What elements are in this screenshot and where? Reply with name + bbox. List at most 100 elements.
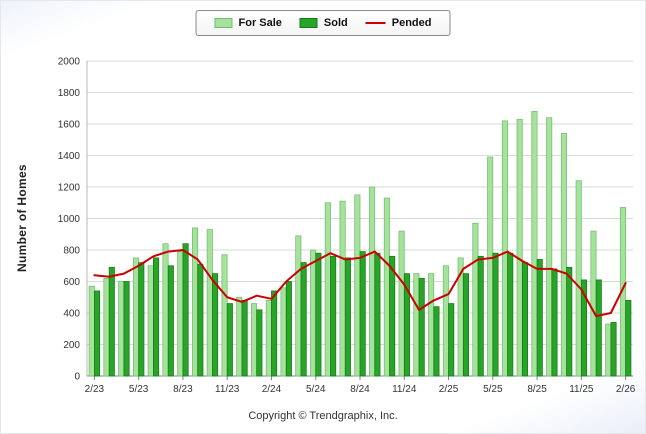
legend-label-sold: Sold <box>323 17 348 29</box>
legend-item-pended: Pended <box>365 17 432 29</box>
pended-line-swatch <box>365 22 386 24</box>
svg-text:11/23: 11/23 <box>215 384 240 395</box>
bar-sold <box>359 251 366 377</box>
bar-sold <box>389 255 396 377</box>
bar-for-sale <box>413 273 420 377</box>
bar-for-sale <box>516 118 523 377</box>
bar-for-sale <box>369 186 376 377</box>
bar-sold <box>477 255 484 377</box>
bar-for-sale <box>590 230 597 377</box>
bar-for-sale <box>487 156 494 377</box>
bar-for-sale <box>88 285 95 377</box>
legend-label-pended: Pended <box>391 17 432 29</box>
axes <box>86 61 627 380</box>
bar-for-sale <box>103 277 110 377</box>
legend-item-for-sale: For Sale <box>214 17 282 29</box>
y-tick-labels: 0 200 400 600 800 1000 1200 1400 1600 1800 2000 <box>58 57 81 383</box>
bar-sold <box>285 281 292 377</box>
bar-sold <box>123 281 130 377</box>
svg-text:800: 800 <box>63 246 80 257</box>
bar-for-sale <box>442 265 449 377</box>
bar-for-sale <box>265 300 272 377</box>
bar-sold <box>536 259 543 377</box>
bar-sold <box>197 263 204 377</box>
copyright: Copyright © Trendgraphix, Inc. <box>248 410 398 422</box>
bar-for-sale <box>177 251 184 377</box>
bar-sold <box>507 252 514 377</box>
bar-sold <box>462 273 469 377</box>
bar-sold <box>108 266 115 377</box>
bar-for-sale <box>162 243 169 377</box>
bar-for-sale <box>560 133 567 377</box>
svg-text:5/25: 5/25 <box>483 384 503 395</box>
bar-for-sale <box>339 200 346 377</box>
bar-sold <box>153 257 160 377</box>
bar-sold <box>448 303 455 377</box>
svg-text:8/25: 8/25 <box>527 384 547 395</box>
svg-text:2/26: 2/26 <box>616 384 636 395</box>
svg-text:0: 0 <box>74 372 80 383</box>
bar-sold <box>212 273 219 377</box>
bar-sold <box>418 277 425 377</box>
svg-text:8/24: 8/24 <box>350 384 370 395</box>
bar-for-sale <box>605 323 612 377</box>
legend-label-for-sale: For Sale <box>238 17 282 29</box>
bar-for-sale <box>251 303 258 377</box>
bar-sold <box>492 252 499 377</box>
bar-for-sale <box>398 230 405 377</box>
svg-text:5/23: 5/23 <box>129 384 149 395</box>
svg-text:200: 200 <box>63 340 80 351</box>
bar-sold <box>94 290 101 377</box>
bar-for-sale <box>206 229 213 377</box>
bar-sold <box>433 306 440 377</box>
bar-sold <box>610 322 617 377</box>
svg-text:1600: 1600 <box>58 120 81 131</box>
bar-for-sale <box>310 249 317 377</box>
bar-sold <box>226 303 233 377</box>
svg-text:1000: 1000 <box>58 214 81 225</box>
bar-sold <box>138 262 145 377</box>
svg-text:400: 400 <box>63 309 80 320</box>
svg-text:1200: 1200 <box>58 183 81 194</box>
bar-sold <box>241 300 248 377</box>
bar-sold <box>271 290 278 377</box>
svg-text:2000: 2000 <box>58 57 81 68</box>
bar-for-sale <box>221 254 228 377</box>
bar-sold <box>551 268 558 377</box>
bar-for-sale <box>472 222 479 377</box>
svg-text:1800: 1800 <box>58 88 81 99</box>
bar-sold <box>330 255 337 377</box>
legend: For Sale Sold Pended <box>195 10 451 36</box>
bar-for-sale <box>132 257 140 377</box>
bar-sold <box>256 309 263 377</box>
bars-sold <box>94 243 632 377</box>
bar-for-sale <box>147 265 154 377</box>
svg-text:5/24: 5/24 <box>306 384 326 395</box>
bar-for-sale <box>546 117 553 377</box>
bar-for-sale <box>324 202 331 377</box>
bar-for-sale <box>295 235 302 377</box>
for-sale-swatch <box>214 18 233 28</box>
pended-line-group <box>93 249 627 318</box>
bar-sold <box>300 262 307 377</box>
bar-sold <box>521 262 529 377</box>
bars-for-sale <box>88 111 626 377</box>
bar-for-sale <box>501 120 508 377</box>
bar-for-sale <box>428 273 435 377</box>
bar-for-sale <box>354 194 361 377</box>
bar-sold <box>625 300 632 377</box>
bar-for-sale <box>118 281 125 377</box>
bar-for-sale <box>191 227 199 377</box>
svg-text:2/23: 2/23 <box>85 384 105 395</box>
svg-text:2/24: 2/24 <box>262 384 282 395</box>
bar-sold <box>403 273 410 377</box>
bar-for-sale <box>575 180 582 377</box>
pended-line <box>93 249 627 318</box>
svg-text:11/24: 11/24 <box>392 384 417 395</box>
bar-sold <box>344 257 351 377</box>
bar-sold <box>315 252 322 377</box>
bar-for-sale <box>531 111 538 377</box>
svg-text:2/25: 2/25 <box>439 384 459 395</box>
legend-item-sold: Sold <box>299 17 348 29</box>
bar-for-sale <box>383 197 390 377</box>
